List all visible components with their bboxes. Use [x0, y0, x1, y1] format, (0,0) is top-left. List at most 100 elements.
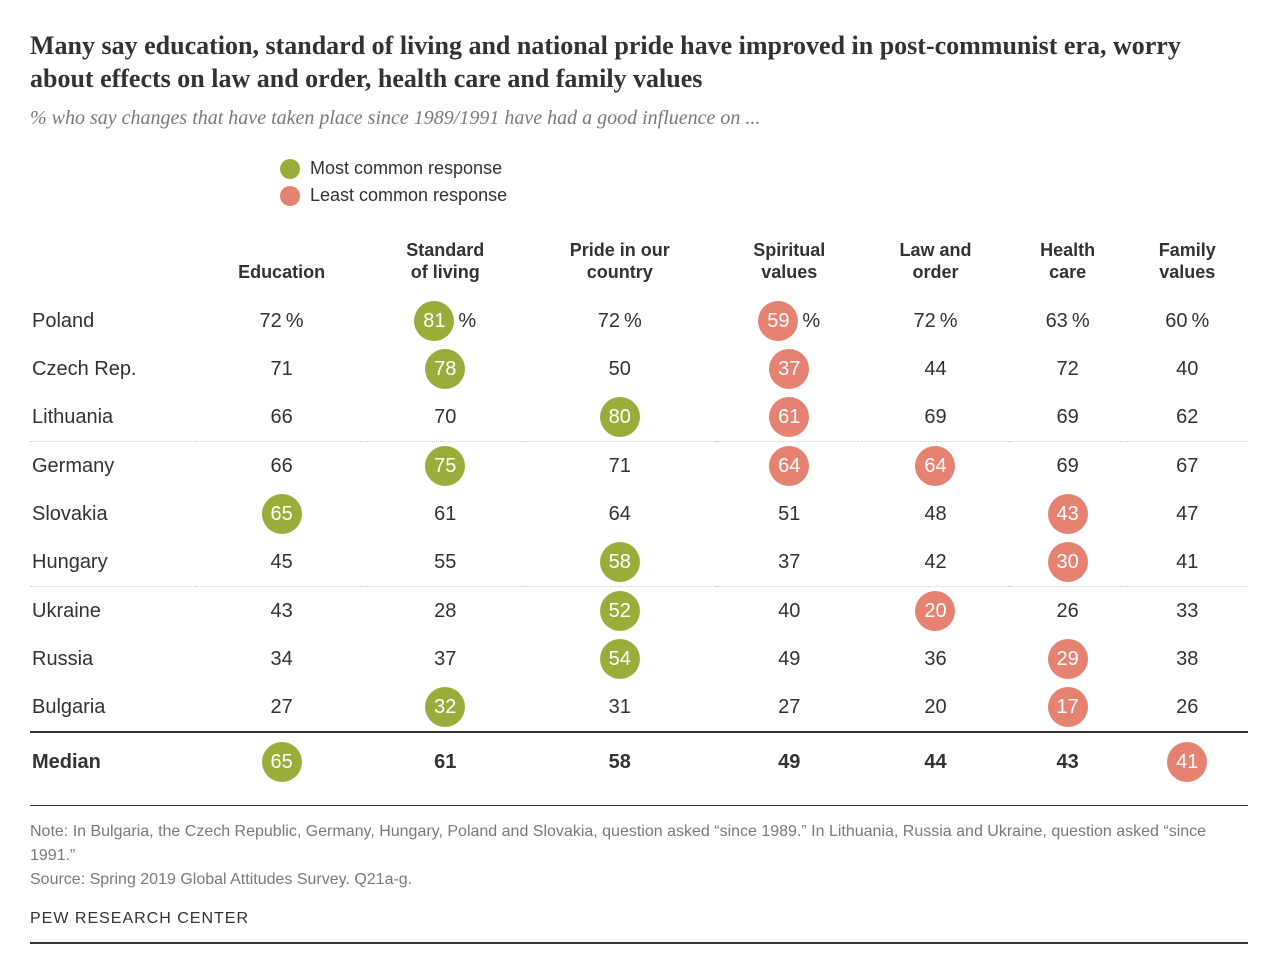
cell-value: 69 [1056, 406, 1078, 429]
table-cell: 43 [1009, 490, 1127, 538]
cell-value-wrap: 64 [913, 444, 957, 488]
row-label: Czech Rep. [30, 345, 196, 393]
table-row: Poland72%81%72%59%72%63%60% [30, 297, 1248, 345]
cell-value-wrap: 29 [1046, 637, 1090, 681]
cell-value-wrap: 43 [1046, 740, 1090, 784]
cell-value-wrap: 65 [260, 492, 304, 536]
least-marker-icon: 41 [1167, 742, 1207, 782]
cell-value: 37 [434, 648, 456, 671]
row-label: Slovakia [30, 490, 196, 538]
cell-value: 44 [924, 358, 946, 381]
table-cell: 40 [716, 587, 862, 636]
cell-value: 71 [609, 455, 631, 478]
cell-value-wrap: 55 [423, 540, 467, 584]
cell-value: 71 [270, 358, 292, 381]
table-cell: 70 [367, 393, 523, 442]
column-header: Standardof living [367, 234, 523, 297]
table-cell: 43 [1009, 732, 1127, 791]
least-marker-icon: 37 [769, 349, 809, 389]
table-cell: 43 [196, 587, 367, 636]
cell-value-wrap: 37 [767, 540, 811, 584]
table-cell: 30 [1009, 538, 1127, 587]
cell-value: 49 [778, 751, 800, 774]
cell-value-wrap: 81% [414, 299, 476, 343]
table-cell: 51 [716, 490, 862, 538]
cell-value: 40 [778, 600, 800, 623]
table-cell: 26 [1009, 587, 1127, 636]
cell-value: 67 [1176, 455, 1198, 478]
table-cell: 50 [523, 345, 716, 393]
cell-value-wrap: 72% [913, 299, 957, 343]
cell-value-wrap: 27 [260, 685, 304, 729]
column-header: Pride in ourcountry [523, 234, 716, 297]
cell-value: 69 [924, 406, 946, 429]
cell-value: 26 [1176, 696, 1198, 719]
cell-value-wrap: 80 [598, 395, 642, 439]
cell-value-wrap: 64 [767, 444, 811, 488]
cell-value-wrap: 58 [598, 540, 642, 584]
legend-dot-most-icon [280, 159, 300, 179]
cell-value-wrap: 72% [598, 299, 642, 343]
table-cell: 27 [196, 683, 367, 732]
cell-value-wrap: 45 [260, 540, 304, 584]
table-cell: 40 [1127, 345, 1248, 393]
cell-value: 66 [270, 455, 292, 478]
cell-value: 40 [1176, 358, 1198, 381]
most-marker-icon: 65 [262, 494, 302, 534]
cell-value-wrap: 71 [260, 347, 304, 391]
least-marker-icon: 17 [1048, 687, 1088, 727]
table-cell: 58 [523, 732, 716, 791]
table-cell: 64 [716, 442, 862, 491]
cell-value: 62 [1176, 406, 1198, 429]
table-row: Ukraine43285240202633 [30, 587, 1248, 636]
table-cell: 27 [716, 683, 862, 732]
table-cell: 44 [862, 732, 1008, 791]
table-cell: 49 [716, 635, 862, 683]
cell-value-wrap: 69 [913, 395, 957, 439]
cell-value-wrap: 37 [767, 347, 811, 391]
cell-value-wrap: 63% [1046, 299, 1090, 343]
cell-value-wrap: 49 [767, 740, 811, 784]
cell-value-wrap: 43 [260, 589, 304, 633]
cell-value-wrap: 61 [423, 740, 467, 784]
cell-value-wrap: 36 [913, 637, 957, 681]
table-cell: 37 [367, 635, 523, 683]
row-label: Hungary [30, 538, 196, 587]
table-cell: 61 [367, 732, 523, 791]
cell-value-wrap: 60% [1165, 299, 1209, 343]
cell-value-wrap: 32 [423, 685, 467, 729]
percent-suffix: % [940, 310, 958, 333]
cell-value: 72 [598, 310, 620, 333]
note-text: Note: In Bulgaria, the Czech Republic, G… [30, 820, 1248, 868]
cell-value-wrap: 61 [423, 492, 467, 536]
table-cell: 47 [1127, 490, 1248, 538]
legend-dot-least-icon [280, 186, 300, 206]
table-row: Bulgaria27323127201726 [30, 683, 1248, 732]
cell-value-wrap: 30 [1046, 540, 1090, 584]
table-cell: 64 [523, 490, 716, 538]
cell-value: 64 [609, 503, 631, 526]
table-cell: 72 [1009, 345, 1127, 393]
least-marker-icon: 43 [1048, 494, 1088, 534]
cell-value-wrap: 64 [598, 492, 642, 536]
table-cell: 36 [862, 635, 1008, 683]
table-cell: 31 [523, 683, 716, 732]
most-marker-icon: 75 [425, 446, 465, 486]
row-label: Poland [30, 297, 196, 345]
cell-value: 27 [270, 696, 292, 719]
brand-text: PEW RESEARCH CENTER [30, 910, 1248, 944]
table-cell: 69 [1009, 393, 1127, 442]
column-header: Education [196, 234, 367, 297]
table-cell: 58 [523, 538, 716, 587]
cell-value-wrap: 28 [423, 589, 467, 633]
cell-value: 72 [913, 310, 935, 333]
cell-value: 45 [270, 551, 292, 574]
cell-value-wrap: 69 [1046, 395, 1090, 439]
cell-value-wrap: 62 [1165, 395, 1209, 439]
cell-value: 63 [1046, 310, 1068, 333]
table-row: Czech Rep.71785037447240 [30, 345, 1248, 393]
cell-value-wrap: 37 [423, 637, 467, 681]
cell-value-wrap: 66 [260, 395, 304, 439]
least-marker-icon: 20 [915, 591, 955, 631]
table-cell: 17 [1009, 683, 1127, 732]
